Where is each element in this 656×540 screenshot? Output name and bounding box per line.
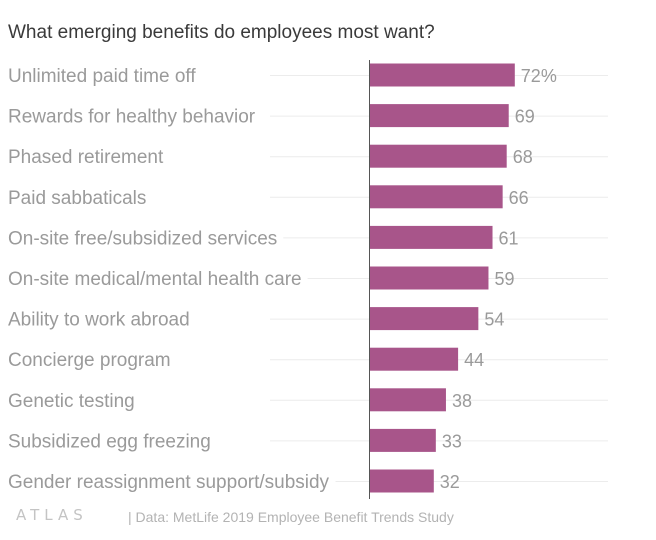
category-label: On-site medical/mental health care [8,269,302,290]
label-backdrop [6,350,177,372]
bar [369,307,479,331]
value-label: 54 [484,310,504,330]
bar-chart: Unlimited paid time off 72% Rewards for he… [6,60,608,499]
value-label: 69 [515,107,535,127]
bar [369,225,493,249]
label-backdrop [6,269,308,290]
value-label: 38 [452,391,472,411]
label-backdrop [6,431,217,453]
atlas-logo: ATLAS [16,506,88,524]
category-label: Gender reassignment support/subsidy [8,472,330,493]
value-label: 66 [509,188,529,208]
labels-layer: Unlimited paid time off 72% Rewards for he… [6,66,557,493]
value-label: 59 [494,269,514,289]
label-backdrop [6,66,203,87]
value-label: 68 [513,147,533,167]
label-backdrop [6,187,153,209]
label-backdrop [6,228,284,250]
bar [369,428,436,452]
bar [369,185,503,209]
bar [369,347,459,371]
bars-layer [369,63,515,493]
value-label: 61 [499,228,519,248]
label-backdrop [6,309,196,331]
bar [369,266,489,290]
bar [369,104,509,128]
value-label: 32 [440,472,460,492]
category-label: Paid sabbaticals [8,188,146,209]
category-label: Unlimited paid time off [8,66,196,87]
label-backdrop [6,147,170,169]
category-label: Ability to work abroad [8,310,190,331]
label-backdrop [6,390,141,412]
label-backdrop [6,106,262,128]
bar [369,469,434,493]
category-label: On-site free/subsidized services [8,228,277,249]
bar [369,388,446,412]
source-note: | Data: MetLife 2019 Employee Benefit Tr… [128,509,454,525]
bar [369,63,515,87]
chart-title: What emerging benefits do employees most… [8,22,435,43]
value-label: 33 [442,431,462,451]
label-backdrop [6,472,336,493]
category-label: Concierge program [8,350,171,371]
value-label: 72% [521,66,557,86]
category-label: Phased retirement [8,147,164,168]
bar [369,144,507,168]
category-label: Rewards for healthy behavior [8,107,256,128]
category-label: Subsidized egg freezing [8,431,211,452]
chart-footer: ATLAS | Data: MetLife 2019 Employee Bene… [16,506,636,530]
category-label: Genetic testing [8,391,135,412]
value-label: 44 [464,350,484,370]
